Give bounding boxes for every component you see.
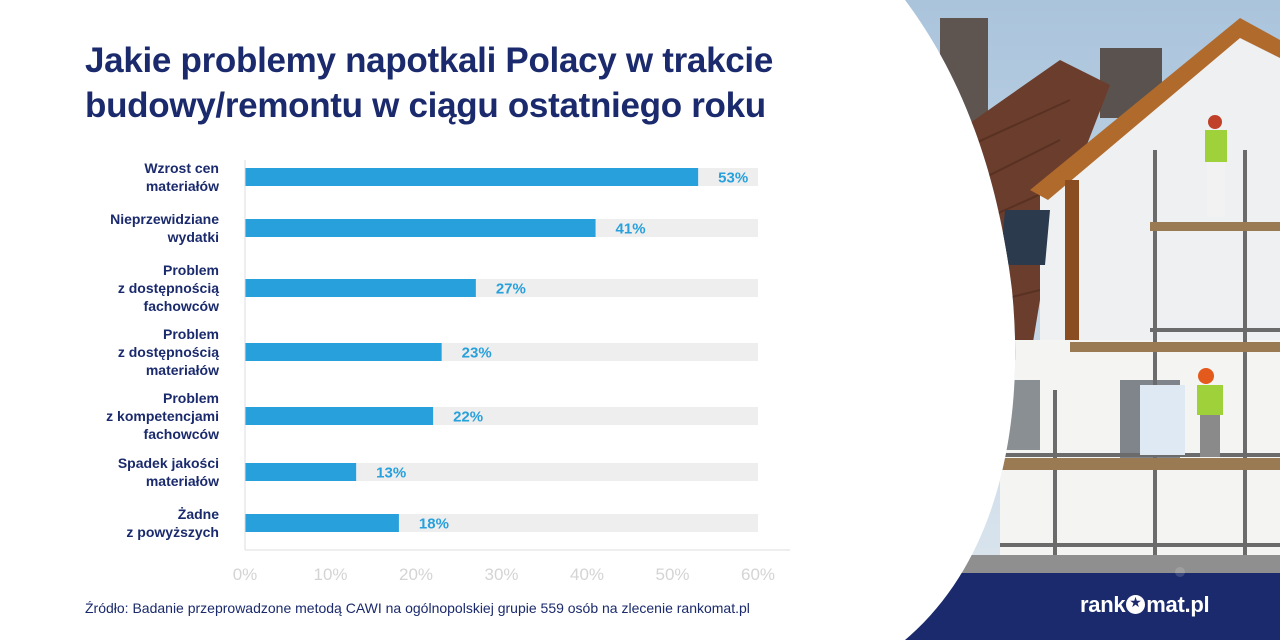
x-tick-label: 20%	[399, 565, 433, 584]
category-label-line: z dostępnością	[118, 344, 219, 360]
category-label-line: z powyższych	[126, 524, 219, 540]
value-label: 41%	[616, 221, 646, 238]
source-note: Źródło: Badanie przeprowadzone metodą CA…	[85, 600, 750, 616]
category-label-line: z dostępnością	[118, 280, 219, 296]
category-label-line: fachowców	[144, 426, 220, 442]
value-label: 22%	[453, 409, 483, 426]
logo-text-suffix: mat.pl	[1146, 592, 1210, 617]
category-label-line: fachowców	[144, 298, 220, 314]
bar	[245, 168, 699, 186]
worker-lower	[1197, 368, 1223, 457]
rankomat-logo: rank mat.pl	[1080, 592, 1210, 618]
bar-track	[245, 463, 758, 481]
x-tick-label: 0%	[233, 565, 258, 584]
category-label-line: Problem	[163, 390, 219, 406]
category-label-line: Żadne	[178, 506, 219, 522]
x-tick-label: 60%	[741, 565, 775, 584]
bar	[245, 463, 357, 481]
value-label: 18%	[419, 516, 449, 533]
bar	[245, 514, 399, 532]
value-label: 13%	[376, 465, 406, 482]
bar	[245, 343, 442, 361]
category-label: Problem z dostępnością fachowców	[118, 262, 219, 314]
category-label-line: materiałów	[146, 473, 219, 489]
chart-title: Jakie problemy napotkali Polacy w trakci…	[85, 38, 945, 128]
category-label-line: Spadek jakości	[118, 455, 219, 471]
category-label-line: materiałów	[146, 178, 219, 194]
category-label-line: z kompetencjami	[106, 408, 219, 424]
category-labels: Wzrost cen materiałów Nieprzewidziane wydat…	[106, 160, 219, 540]
bar	[245, 407, 434, 425]
category-label: Żadne z powyższych	[126, 506, 219, 540]
value-labels: 53% 41% 27% 23% 22% 13% 18%	[376, 170, 748, 533]
title-line-2: budowy/remontu w ciągu ostatniego roku	[85, 86, 766, 125]
worker-upper	[1205, 115, 1227, 217]
x-tick-label: 10%	[313, 565, 347, 584]
category-label-line: wydatki	[167, 229, 219, 245]
bar	[245, 219, 596, 237]
logo-text-prefix: rank	[1080, 592, 1126, 617]
category-label-line: Wzrost cen	[144, 160, 219, 176]
roof-trim	[1030, 18, 1280, 200]
bar	[245, 279, 476, 297]
value-label: 23%	[462, 345, 492, 362]
brand-bar	[905, 573, 1280, 640]
value-label: 53%	[718, 170, 748, 187]
category-label: Problem z dostępnością materiałów	[118, 326, 219, 378]
x-axis-ticks: 0% 10% 20% 30% 40% 50% 60%	[233, 565, 775, 584]
value-label: 27%	[496, 281, 526, 298]
category-label-line: Problem	[163, 326, 219, 342]
x-tick-label: 40%	[570, 565, 604, 584]
category-label-line: Nieprzewidziane	[110, 211, 219, 227]
roof-window	[1000, 210, 1050, 265]
insulation-boards	[1140, 385, 1185, 455]
bars	[245, 168, 699, 532]
category-label-line: materiałów	[146, 362, 219, 378]
category-label: Nieprzewidziane wydatki	[110, 211, 219, 245]
category-label: Problem z kompetencjami fachowców	[106, 390, 219, 442]
category-label: Wzrost cen materiałów	[144, 160, 219, 194]
x-tick-label: 50%	[655, 565, 689, 584]
category-label-line: Problem	[163, 262, 219, 278]
x-tick-label: 30%	[484, 565, 518, 584]
title-line-1: Jakie problemy napotkali Polacy w trakci…	[85, 41, 774, 80]
star-icon	[1126, 594, 1146, 614]
category-label: Spadek jakości materiałów	[118, 455, 219, 489]
